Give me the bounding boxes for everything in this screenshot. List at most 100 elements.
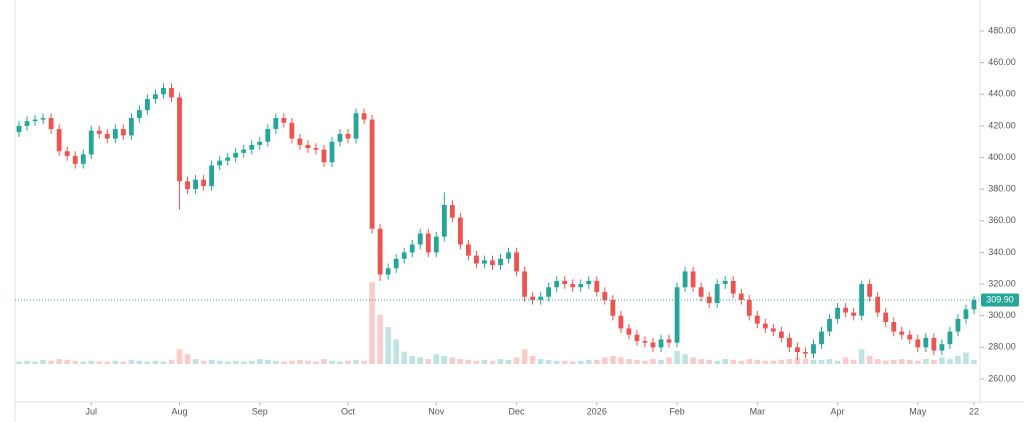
candle-body xyxy=(329,141,335,163)
volume-bar xyxy=(650,359,656,364)
candle-body xyxy=(554,280,560,288)
candle-body xyxy=(754,315,760,324)
candle-body xyxy=(530,296,536,300)
candle-body xyxy=(393,258,399,269)
volume-bar xyxy=(112,360,119,364)
candle-body xyxy=(377,228,383,275)
candle-body xyxy=(915,339,921,348)
candle-body xyxy=(586,280,592,285)
candle-body xyxy=(682,271,688,288)
y-tick-label: 260.00 xyxy=(988,373,1016,383)
candle-body xyxy=(698,287,704,297)
candle-body xyxy=(265,129,271,142)
volume-bar xyxy=(473,360,480,364)
volume-bar xyxy=(240,361,247,364)
volume-bar xyxy=(658,359,664,364)
volume-bar xyxy=(545,359,552,364)
candle-body xyxy=(337,133,343,142)
candle-body xyxy=(971,300,977,310)
candle-body xyxy=(490,260,495,266)
candle-body xyxy=(883,312,889,323)
candle-body xyxy=(361,113,367,120)
volume-bar xyxy=(489,360,496,364)
volume-bar xyxy=(305,360,311,364)
volume-bar xyxy=(457,359,464,364)
volume-bar xyxy=(642,360,648,364)
volume-bar xyxy=(802,359,809,364)
y-tick-label: 440.00 xyxy=(988,89,1016,99)
volume-bar xyxy=(144,361,151,364)
volume-bar xyxy=(56,359,62,364)
volume-bar xyxy=(858,349,865,364)
y-tick-label: 300.00 xyxy=(988,310,1016,320)
volume-bar xyxy=(433,354,440,364)
candle-body xyxy=(650,342,656,348)
volume-bar xyxy=(281,361,287,364)
volume-bar xyxy=(176,349,183,364)
x-tick-label: Aug xyxy=(172,406,188,416)
candle-body xyxy=(538,296,544,300)
volume-bar xyxy=(184,354,191,364)
volume-bar xyxy=(24,360,30,364)
x-tick-label: Feb xyxy=(669,406,685,416)
volume-bar xyxy=(786,359,793,364)
candle-body xyxy=(64,151,70,156)
volume-bar xyxy=(738,360,745,364)
candle-body xyxy=(56,129,62,152)
candle-body xyxy=(153,94,158,100)
y-tick-label: 400.00 xyxy=(988,152,1016,162)
volume-bar xyxy=(898,359,905,364)
volume-bar xyxy=(706,359,712,364)
candle-body xyxy=(289,122,295,139)
volume-bar xyxy=(449,357,456,364)
volume-bar xyxy=(136,360,143,364)
volume-bar xyxy=(88,360,95,364)
x-tick-label: Mar xyxy=(750,406,766,416)
candle-body xyxy=(233,152,239,158)
volume-bar xyxy=(120,361,127,364)
candle-body xyxy=(457,217,463,245)
volume-bar xyxy=(906,359,913,364)
volume-bar xyxy=(762,360,769,364)
candle-body xyxy=(482,260,487,264)
y-tick-label: 420.00 xyxy=(988,120,1016,130)
candle-body xyxy=(835,307,840,319)
volume-bar xyxy=(345,360,351,364)
candle-body xyxy=(562,280,568,285)
candle-body xyxy=(177,97,182,182)
volume-bar xyxy=(698,359,704,364)
volume-bar xyxy=(963,352,969,364)
volume-bar xyxy=(947,359,953,364)
volume-bar xyxy=(353,359,359,364)
candle-body xyxy=(634,334,640,342)
x-tick-label: Apr xyxy=(831,406,845,416)
volume-bar xyxy=(264,359,271,364)
candle-body xyxy=(273,118,279,130)
candle-body xyxy=(209,165,215,187)
candle-body xyxy=(241,149,247,153)
candle-body xyxy=(353,113,359,139)
candle-body xyxy=(843,307,848,313)
volume-bar xyxy=(96,361,103,364)
volume-bar xyxy=(152,360,159,364)
candle-body xyxy=(217,160,223,166)
volume-bar xyxy=(273,360,279,364)
candle-body xyxy=(16,125,22,133)
candle-body xyxy=(947,331,953,345)
volume-bar xyxy=(955,355,961,364)
candle-body xyxy=(795,347,800,353)
volume-bar xyxy=(818,359,825,364)
candle-body xyxy=(570,284,576,288)
volume-bar xyxy=(553,360,560,364)
volume-bar xyxy=(48,360,54,364)
volume-bar xyxy=(32,361,38,364)
candle-body xyxy=(770,328,776,332)
candle-body xyxy=(385,268,391,275)
volume-bar xyxy=(401,351,408,364)
volume-bar xyxy=(569,361,576,364)
volume-bar xyxy=(923,359,929,364)
volume-bar xyxy=(192,359,199,364)
candle-body xyxy=(867,284,873,297)
candle-body xyxy=(161,87,166,95)
